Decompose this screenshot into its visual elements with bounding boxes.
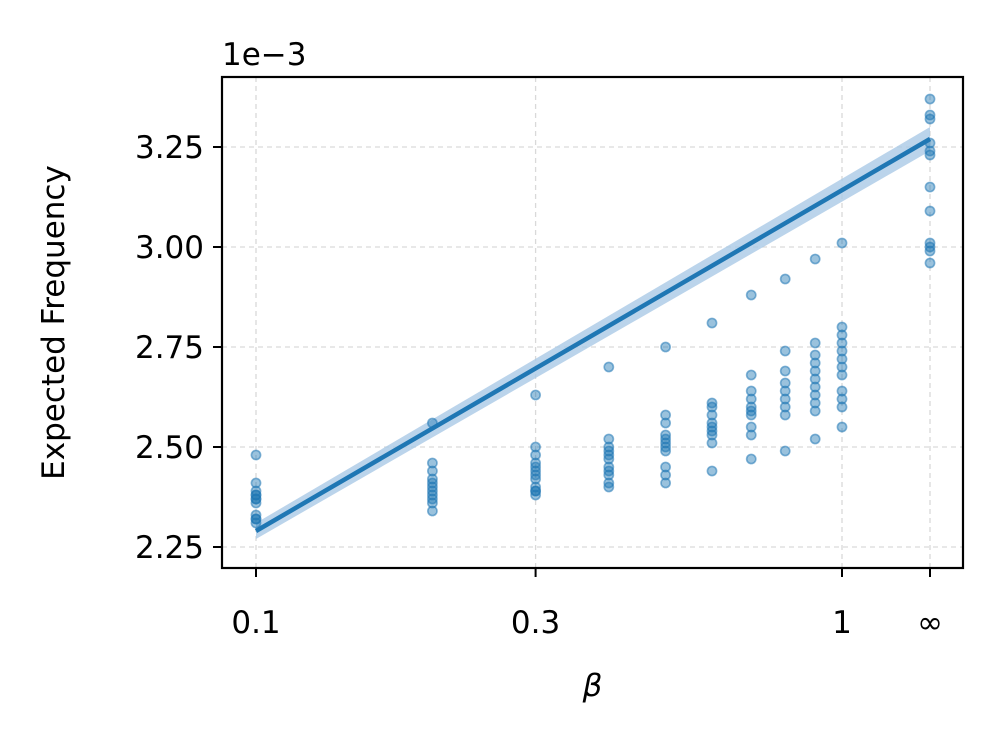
data-point [250, 477, 262, 489]
data-point [779, 385, 791, 397]
data-point [706, 429, 718, 441]
data-point [660, 341, 671, 353]
data-point [427, 505, 438, 517]
data-point [809, 337, 821, 349]
data-point [745, 385, 757, 397]
data-point [530, 473, 541, 485]
data-point [603, 361, 615, 373]
data-point [924, 113, 936, 125]
data-point [745, 421, 757, 433]
data-point [530, 441, 541, 453]
data-point [745, 289, 757, 301]
data-point [924, 149, 936, 161]
y-tick-label: 2.25 [135, 530, 204, 566]
x-axis-ticks: 0.10.31310∞ [231, 568, 943, 641]
data-point [836, 237, 848, 249]
data-point [836, 401, 848, 413]
data-point [660, 469, 671, 481]
data-point [809, 365, 821, 377]
data-point [779, 445, 791, 457]
data-point [809, 373, 821, 385]
data-point [836, 337, 848, 349]
data-point [660, 445, 671, 457]
data-point [706, 317, 718, 329]
data-point [779, 401, 791, 413]
y-axis-ticks: 2.25 2.50 2.75 3.00 3.25 [135, 130, 222, 566]
y-tick-label: 3.00 [135, 230, 204, 266]
data-point [745, 453, 757, 465]
y-tick-label: 2.50 [135, 430, 204, 466]
data-point [745, 409, 757, 421]
data-point [836, 385, 848, 397]
data-point [836, 353, 848, 365]
data-point [809, 381, 821, 393]
data-point [603, 433, 615, 445]
plot-frame [220, 75, 965, 570]
data-point [809, 357, 821, 369]
data-point [603, 481, 615, 493]
y-axis-label: Expected Frequency [36, 165, 72, 480]
y-tick-label: 3.25 [135, 130, 204, 166]
data-point [530, 449, 541, 461]
data-point [809, 405, 821, 417]
y-tick-label: 2.75 [135, 330, 204, 366]
data-point [660, 461, 671, 473]
x-tick-label: ∞ [917, 605, 943, 641]
data-point [660, 409, 671, 421]
data-point [809, 253, 821, 265]
data-point [836, 393, 848, 405]
data-point [809, 349, 821, 361]
data-point [836, 329, 848, 341]
data-point [706, 409, 718, 421]
data-point [924, 93, 936, 105]
data-point [809, 397, 821, 409]
data-point [427, 465, 438, 477]
y-offset-label: 1e−3 [222, 37, 307, 73]
x-tick-label: 1 [832, 605, 852, 641]
data-point [836, 321, 848, 333]
data-point [779, 393, 791, 405]
data-point [779, 365, 791, 377]
data-point [924, 245, 936, 257]
data-point [660, 417, 671, 429]
data-point [809, 389, 821, 401]
data-point [745, 393, 757, 405]
data-point [809, 433, 821, 445]
data-point [779, 409, 791, 421]
fit-line [254, 137, 932, 533]
data-point [250, 449, 262, 461]
data-point [427, 497, 438, 509]
data-point [660, 477, 671, 489]
data-point [836, 421, 848, 433]
data-point [603, 469, 615, 481]
data-point [745, 429, 757, 441]
data-point [836, 345, 848, 357]
data-point [427, 457, 438, 469]
data-point [706, 465, 718, 477]
x-tick-label: 0.3 [511, 605, 560, 641]
x-axis-label: β [582, 668, 603, 704]
data-point [779, 345, 791, 357]
data-point [836, 361, 848, 373]
data-point [706, 437, 718, 449]
data-point [779, 273, 791, 285]
data-points [250, 93, 936, 529]
data-point [779, 377, 791, 389]
data-point [530, 389, 541, 401]
data-point [250, 497, 262, 509]
data-point [836, 369, 848, 381]
data-point [924, 181, 936, 193]
data-point [250, 517, 262, 529]
data-point [924, 205, 936, 217]
data-point [603, 453, 615, 465]
data-point [745, 369, 757, 381]
data-point [706, 401, 718, 413]
data-point [924, 257, 936, 269]
data-point [530, 489, 541, 501]
x-tick-label: 0.1 [231, 605, 280, 641]
